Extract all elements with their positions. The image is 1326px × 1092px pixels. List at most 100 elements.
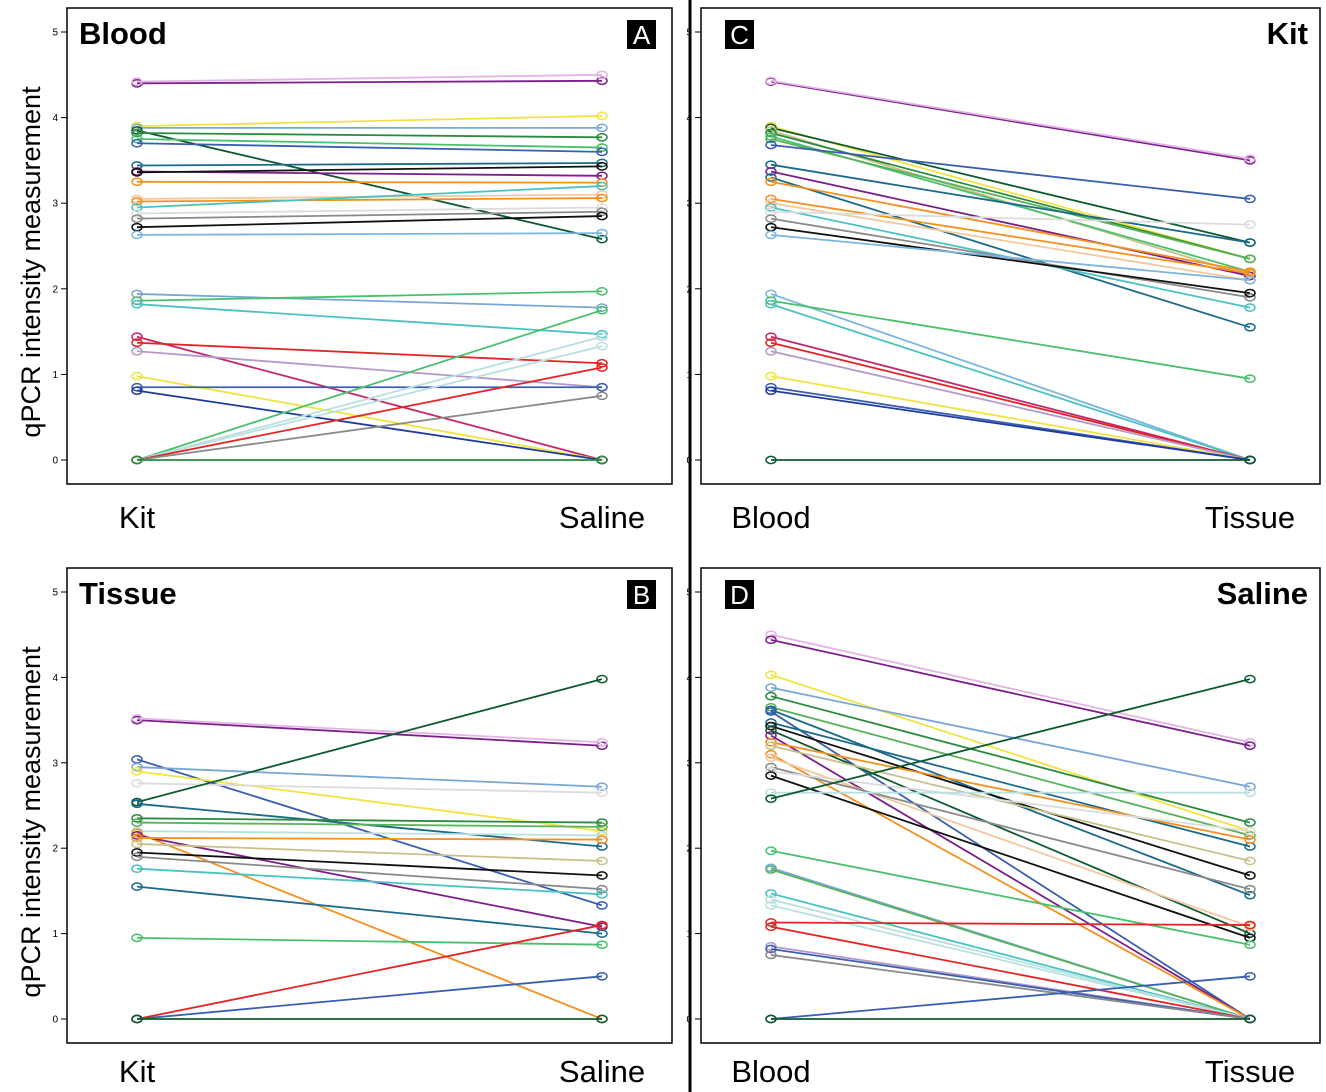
data-point xyxy=(596,940,608,950)
series-line xyxy=(770,163,1251,244)
data-point xyxy=(765,635,777,645)
x-category-label: Kit xyxy=(119,500,156,535)
data-point xyxy=(131,766,143,776)
series-line xyxy=(770,744,1251,862)
data-point xyxy=(765,766,777,776)
series-C-7 xyxy=(765,134,1256,264)
data-point xyxy=(131,338,143,348)
data-point xyxy=(765,762,777,772)
series-C-25 xyxy=(765,346,1256,465)
series-line xyxy=(136,830,603,837)
data-point xyxy=(765,338,777,348)
data-point xyxy=(131,714,143,723)
series-C-10 xyxy=(765,167,1256,281)
data-point xyxy=(131,778,143,788)
series-line xyxy=(770,921,1251,926)
series-D-13 xyxy=(765,741,1256,866)
data-point xyxy=(765,386,777,396)
series-D-10 xyxy=(765,725,1256,938)
data-point xyxy=(1244,737,1256,747)
data-point xyxy=(131,852,143,862)
data-point xyxy=(765,950,777,960)
series-line xyxy=(770,925,1251,1020)
series-line xyxy=(136,782,603,794)
series-D-16 xyxy=(765,762,1256,894)
data-point xyxy=(131,128,143,138)
y-tick-label: 4 xyxy=(686,673,692,684)
series-C-27 xyxy=(765,382,1256,465)
series-B-5 xyxy=(131,778,608,798)
data-point xyxy=(765,230,777,240)
series-A-16 xyxy=(131,207,608,223)
series-A-1 xyxy=(131,70,608,86)
x-category-label: Tissue xyxy=(1205,1054,1295,1089)
series-line xyxy=(770,734,1251,1020)
data-point xyxy=(131,138,143,148)
data-point xyxy=(596,358,608,368)
data-point xyxy=(765,299,777,309)
data-point xyxy=(131,332,143,342)
data-point xyxy=(131,799,143,809)
y-axis-label-bottom: qPCR intensity measurement xyxy=(16,646,46,998)
y-tick-label: 5 xyxy=(52,588,58,599)
series-D-28 xyxy=(765,922,1256,1024)
data-point xyxy=(765,741,777,751)
series-line xyxy=(136,293,603,309)
series-D-0 xyxy=(765,630,1256,747)
data-point xyxy=(596,382,608,392)
data-point xyxy=(596,329,608,339)
series-line xyxy=(770,766,1251,891)
data-point xyxy=(131,346,143,356)
data-point xyxy=(131,134,143,144)
series-C-22 xyxy=(765,299,1256,465)
data-point xyxy=(1244,303,1256,312)
series-line xyxy=(770,753,1251,1020)
data-point xyxy=(765,771,777,780)
series-line xyxy=(136,375,603,461)
series-B-14 xyxy=(131,839,608,866)
data-point xyxy=(596,162,608,171)
series-D-4 xyxy=(765,691,1256,827)
data-point xyxy=(596,363,608,372)
series-line xyxy=(136,843,603,862)
series-line xyxy=(770,710,1251,1020)
series-line xyxy=(770,350,1251,461)
panel-letter-badge xyxy=(725,580,754,609)
data-point xyxy=(596,207,608,217)
data-point xyxy=(596,147,608,157)
panel-title: Saline xyxy=(1217,576,1308,611)
series-B-20 xyxy=(131,920,608,1024)
data-point xyxy=(131,818,143,827)
data-point xyxy=(765,691,777,701)
data-point xyxy=(1244,920,1256,930)
data-point xyxy=(596,889,608,899)
data-point xyxy=(1244,1014,1256,1024)
series-line xyxy=(136,851,603,877)
series-line xyxy=(770,633,1251,744)
series-line xyxy=(770,948,1251,1020)
x-category-label: Kit xyxy=(119,1054,156,1089)
data-point xyxy=(131,371,143,381)
series-line xyxy=(770,138,1251,260)
series-C-16 xyxy=(765,207,1256,229)
data-point xyxy=(596,1014,608,1024)
panel-letter-badge xyxy=(627,580,656,609)
y-tick-label: 3 xyxy=(52,758,58,769)
data-point xyxy=(765,198,777,208)
data-point xyxy=(1244,374,1256,384)
series-line xyxy=(136,924,603,1020)
y-axis-label-top: qPCR intensity measurement xyxy=(16,86,46,438)
series-B-6 xyxy=(131,674,608,807)
series-line xyxy=(770,678,1251,800)
data-point xyxy=(765,346,777,356)
series-A-3 xyxy=(131,123,608,133)
panel-title: Blood xyxy=(79,16,167,51)
data-point xyxy=(1244,674,1256,684)
data-point xyxy=(596,884,608,894)
series-line xyxy=(136,185,603,209)
data-point xyxy=(596,76,608,86)
series-D-17 xyxy=(765,766,1256,836)
series-B-13 xyxy=(131,833,608,845)
series-D-20 xyxy=(765,674,1256,804)
